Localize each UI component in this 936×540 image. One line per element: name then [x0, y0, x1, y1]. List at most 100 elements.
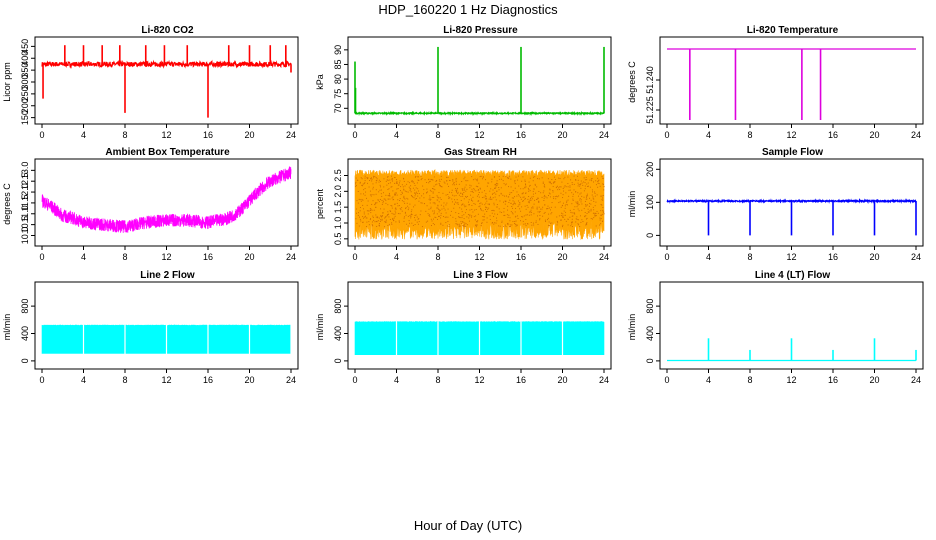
series-dot [443, 181, 445, 183]
series-dot [475, 185, 477, 187]
series-dot [550, 183, 552, 185]
series-dot [428, 214, 430, 216]
series-dot [436, 195, 438, 197]
series-dot [525, 192, 527, 194]
series-dot [436, 179, 438, 181]
series-dot [601, 214, 603, 216]
x-tick-label: 16 [828, 375, 838, 385]
series-dot [379, 220, 381, 222]
series-dot [572, 199, 574, 201]
series-dot [532, 207, 534, 209]
series-dot [406, 191, 408, 193]
series-dot [501, 220, 503, 222]
x-tick-label: 20 [244, 130, 254, 140]
series-dot [417, 176, 419, 178]
series-dot [554, 206, 556, 208]
series-dot [448, 196, 450, 198]
series-dot [538, 178, 540, 180]
series-dot [357, 190, 359, 192]
series-dot [580, 221, 582, 223]
series-dot [557, 222, 559, 224]
y-tick-label: 0 [645, 233, 655, 238]
series-dot [602, 177, 604, 179]
series-dot [470, 191, 472, 193]
series-dot [428, 182, 430, 184]
series-dot [406, 223, 408, 225]
plot-frame [347, 36, 612, 125]
series-dot [456, 190, 458, 192]
series-dot [414, 176, 416, 178]
series-dot [435, 184, 437, 186]
series-dot [484, 204, 486, 206]
series-dot [538, 200, 540, 202]
series-dot [576, 175, 578, 177]
x-tick-label: 20 [869, 130, 879, 140]
series-dot [564, 218, 566, 220]
series-dot [419, 214, 421, 216]
series-dot [590, 199, 592, 201]
series-dot [469, 184, 471, 186]
series-dot [461, 211, 463, 213]
series-dot [560, 186, 562, 188]
series-dot [378, 225, 380, 227]
series-dot [485, 198, 487, 200]
series-dot [530, 199, 532, 201]
series-dot [482, 210, 484, 212]
x-tick-label: 0 [352, 375, 357, 385]
series-dot [425, 221, 427, 223]
series-dot [472, 191, 474, 193]
x-tick-label: 8 [435, 130, 440, 140]
series-dot [584, 188, 586, 190]
series-dot [481, 191, 483, 193]
series-dot [564, 176, 566, 178]
series-dot [580, 192, 582, 194]
series-dot [578, 195, 580, 197]
series-dot [385, 180, 387, 182]
series-dot [600, 223, 602, 225]
series-dot [391, 179, 393, 181]
series-dot [362, 204, 364, 206]
series-dot [481, 222, 483, 224]
series-dot [375, 220, 377, 222]
series-dot [404, 185, 406, 187]
series-dot [598, 183, 600, 185]
series-dot [471, 204, 473, 206]
series-dot [573, 212, 575, 214]
series-dot [529, 190, 531, 192]
series-dot [585, 176, 587, 178]
series-dot [357, 202, 359, 204]
series-dot [587, 208, 589, 210]
series-dot [403, 216, 405, 218]
series-dot [439, 209, 441, 211]
x-tick-label: 24 [286, 130, 296, 140]
series-dot [573, 208, 575, 210]
series-dot [563, 210, 565, 212]
series-dot [575, 179, 577, 181]
series-dot [568, 189, 570, 191]
series-dot [364, 177, 366, 179]
series-dot [440, 217, 442, 219]
series-dot [473, 203, 475, 205]
y-tick-label: 450 [20, 39, 30, 54]
series-dot [359, 218, 361, 220]
page-title: HDP_160220 1 Hz Diagnostics [378, 2, 558, 17]
x-tick-label: 24 [599, 130, 609, 140]
series-dot [384, 216, 386, 218]
series-dot [434, 203, 436, 205]
series-dot [426, 205, 428, 207]
series-dot [445, 204, 447, 206]
series-dot [379, 198, 381, 200]
series-dot [445, 194, 447, 196]
series-dot [486, 210, 488, 212]
series-dot [554, 176, 556, 178]
series-dot [448, 198, 450, 200]
series-dot [565, 186, 567, 188]
series-dot [533, 224, 535, 226]
series-dot [508, 177, 510, 179]
series-dot [452, 194, 454, 196]
series-dot [462, 203, 464, 205]
series-dot [489, 197, 491, 199]
series-dot [593, 209, 595, 211]
series-dot [519, 202, 521, 204]
series-dot [432, 179, 434, 181]
